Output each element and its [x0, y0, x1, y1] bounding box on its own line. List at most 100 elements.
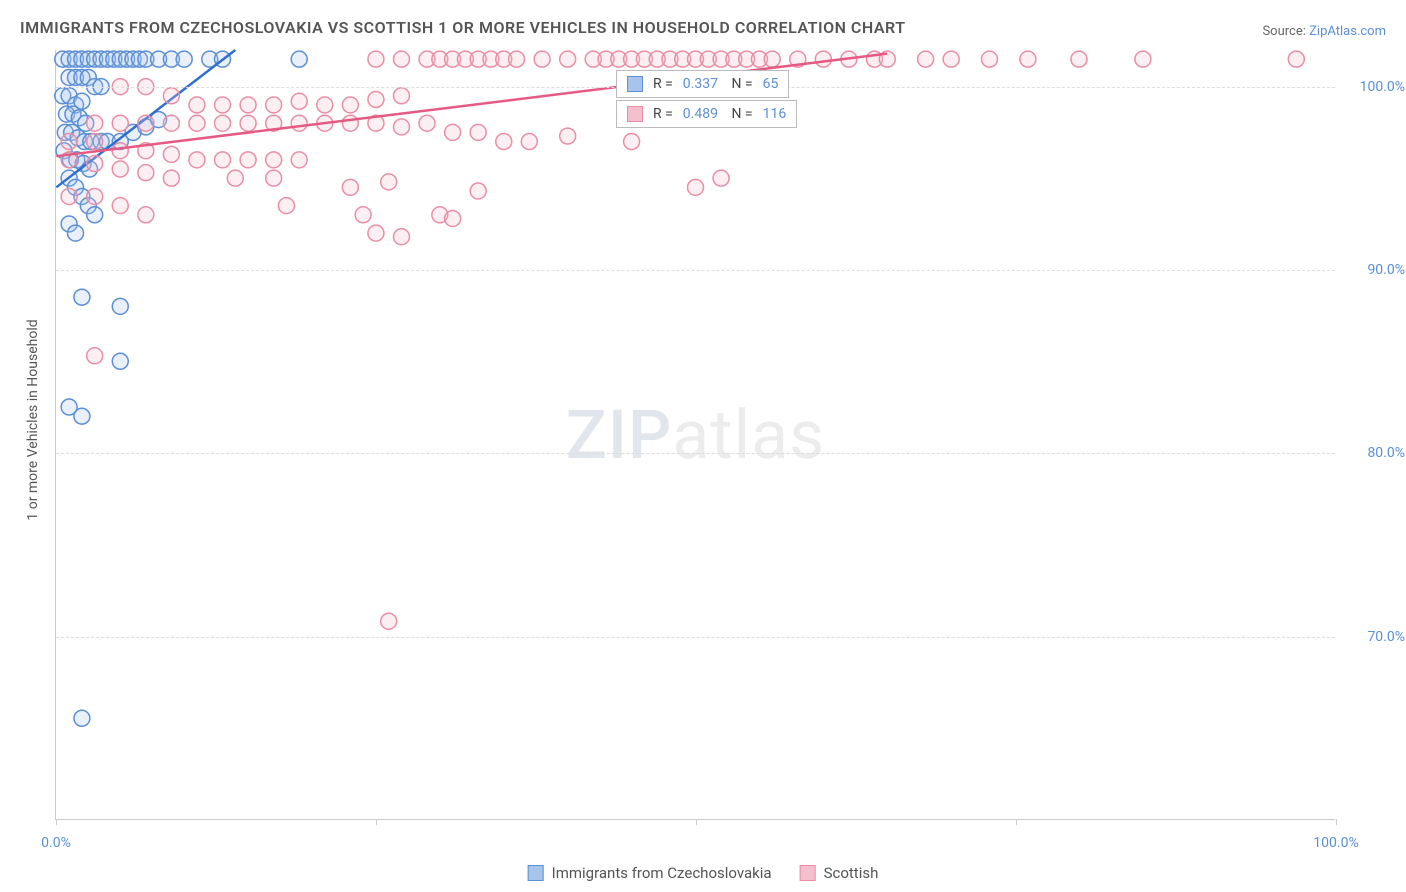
scatter-point[interactable]: [112, 298, 128, 314]
scatter-point[interactable]: [215, 97, 231, 113]
scatter-point[interactable]: [176, 51, 192, 67]
scatter-point[interactable]: [317, 97, 333, 113]
chart-title: IMMIGRANTS FROM CZECHOSLOVAKIA VS SCOTTI…: [20, 18, 906, 37]
scatter-point[interactable]: [87, 348, 103, 364]
scatter-point[interactable]: [87, 188, 103, 204]
scatter-point[interactable]: [138, 207, 154, 223]
scatter-point[interactable]: [87, 156, 103, 172]
scatter-point[interactable]: [163, 170, 179, 186]
legend-item[interactable]: Immigrants from Czechoslovakia: [528, 864, 772, 882]
scatter-point[interactable]: [368, 225, 384, 241]
scatter-point[interactable]: [278, 198, 294, 214]
scatter-point[interactable]: [342, 179, 358, 195]
x-tick-mark: [56, 819, 57, 825]
scatter-point[interactable]: [138, 115, 154, 131]
scatter-point[interactable]: [227, 170, 243, 186]
scatter-point[interactable]: [368, 91, 384, 107]
x-tick-mark: [1336, 819, 1337, 825]
scatter-point[interactable]: [215, 152, 231, 168]
r-label: R =: [653, 76, 673, 92]
scatter-point[interactable]: [163, 88, 179, 104]
scatter-point[interactable]: [61, 134, 77, 150]
scatter-point[interactable]: [112, 161, 128, 177]
scatter-point[interactable]: [918, 51, 934, 67]
scatter-point[interactable]: [138, 165, 154, 181]
scatter-point[interactable]: [560, 51, 576, 67]
scatter-point[interactable]: [291, 51, 307, 67]
scatter-point[interactable]: [189, 115, 205, 131]
scatter-point[interactable]: [943, 51, 959, 67]
scatter-point[interactable]: [393, 51, 409, 67]
scatter-point[interactable]: [342, 97, 358, 113]
scatter-point[interactable]: [1135, 51, 1151, 67]
scatter-point[interactable]: [112, 353, 128, 369]
y-tick-label: 100.0%: [1345, 79, 1405, 95]
scatter-point[interactable]: [240, 97, 256, 113]
scatter-point[interactable]: [521, 134, 537, 150]
scatter-point[interactable]: [764, 51, 780, 67]
n-label: N =: [728, 76, 753, 92]
scatter-point[interactable]: [342, 115, 358, 131]
scatter-point[interactable]: [291, 152, 307, 168]
gridline: [56, 270, 1335, 271]
scatter-point[interactable]: [982, 51, 998, 67]
scatter-point[interactable]: [240, 152, 256, 168]
scatter-point[interactable]: [215, 115, 231, 131]
legend-label: Scottish: [824, 864, 879, 882]
y-tick-label: 70.0%: [1345, 629, 1405, 645]
scatter-point[interactable]: [470, 183, 486, 199]
scatter-point[interactable]: [1288, 51, 1304, 67]
scatter-point[interactable]: [713, 170, 729, 186]
scatter-point[interactable]: [534, 51, 550, 67]
scatter-point[interactable]: [381, 613, 397, 629]
scatter-point[interactable]: [368, 51, 384, 67]
scatter-point[interactable]: [1020, 51, 1036, 67]
scatter-point[interactable]: [393, 88, 409, 104]
scatter-point[interactable]: [291, 93, 307, 109]
x-tick-mark: [696, 819, 697, 825]
scatter-point[interactable]: [74, 289, 90, 305]
scatter-point[interactable]: [1071, 51, 1087, 67]
scatter-point[interactable]: [240, 115, 256, 131]
scatter-point[interactable]: [393, 229, 409, 245]
scatter-point[interactable]: [496, 134, 512, 150]
scatter-point[interactable]: [87, 134, 103, 150]
scatter-point[interactable]: [87, 207, 103, 223]
scatter-point[interactable]: [112, 115, 128, 131]
n-value: 65: [763, 76, 779, 92]
scatter-point[interactable]: [509, 51, 525, 67]
x-tick-label: 0.0%: [41, 835, 71, 851]
legend-swatch: [800, 865, 816, 881]
scatter-point[interactable]: [112, 198, 128, 214]
scatter-point[interactable]: [393, 119, 409, 135]
n-label: N =: [728, 106, 753, 122]
scatter-point[interactable]: [61, 188, 77, 204]
scatter-point[interactable]: [381, 174, 397, 190]
scatter-point[interactable]: [74, 710, 90, 726]
scatter-point[interactable]: [688, 179, 704, 195]
source-link[interactable]: ZipAtlas.com: [1309, 24, 1386, 39]
scatter-point[interactable]: [560, 128, 576, 144]
scatter-point[interactable]: [266, 170, 282, 186]
scatter-point[interactable]: [74, 408, 90, 424]
scatter-point[interactable]: [815, 51, 831, 67]
scatter-point[interactable]: [419, 115, 435, 131]
scatter-point[interactable]: [291, 115, 307, 131]
scatter-point[interactable]: [189, 152, 205, 168]
scatter-point[interactable]: [112, 143, 128, 159]
scatter-point[interactable]: [163, 146, 179, 162]
scatter-point[interactable]: [624, 134, 640, 150]
source-label: Source:: [1262, 24, 1305, 39]
scatter-point[interactable]: [266, 152, 282, 168]
scatter-point[interactable]: [445, 210, 461, 226]
scatter-point[interactable]: [189, 97, 205, 113]
plot-area: ZIPatlas 70.0%80.0%90.0%100.0%0.0%100.0%…: [55, 50, 1335, 820]
legend-item[interactable]: Scottish: [800, 864, 879, 882]
scatter-point[interactable]: [266, 97, 282, 113]
scatter-point[interactable]: [68, 225, 84, 241]
scatter-point[interactable]: [163, 115, 179, 131]
scatter-point[interactable]: [470, 124, 486, 140]
scatter-point[interactable]: [355, 207, 371, 223]
scatter-point[interactable]: [87, 115, 103, 131]
scatter-point[interactable]: [445, 124, 461, 140]
